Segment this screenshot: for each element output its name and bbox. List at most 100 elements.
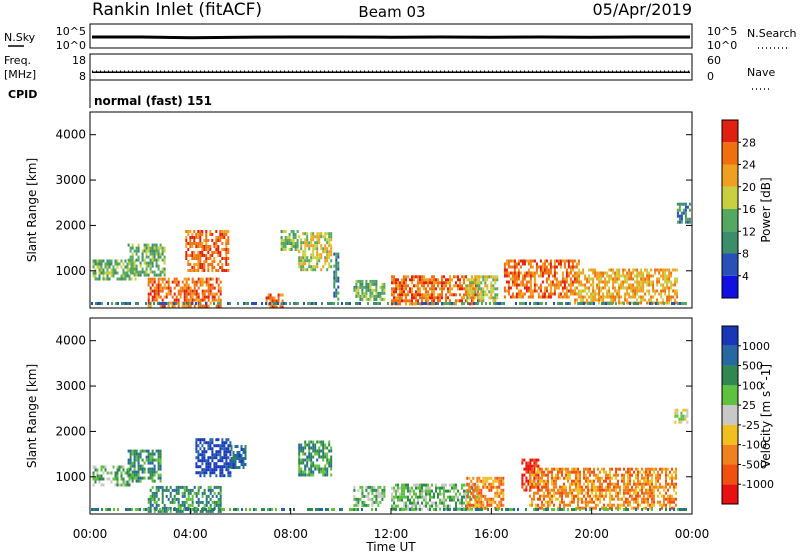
- echo-cell: [415, 495, 417, 499]
- echo-cell: [110, 268, 113, 272]
- echo-cell: [447, 281, 449, 285]
- echo-cell: [302, 452, 305, 456]
- echo-cell: [525, 280, 528, 284]
- echo-cell: [205, 450, 208, 454]
- echo-cell: [601, 302, 603, 305]
- echo-cell: [183, 485, 186, 489]
- echo-cell: [215, 444, 218, 448]
- echo-cell: [616, 280, 619, 284]
- echo-cell: [447, 508, 449, 511]
- echo-cell: [284, 236, 287, 239]
- echo-cell: [215, 304, 218, 308]
- echo-cell: [361, 494, 364, 498]
- echo-cell: [397, 302, 399, 306]
- echo-cell: [314, 443, 317, 447]
- echo-cell: [543, 491, 545, 495]
- echo-cell: [443, 284, 445, 288]
- echo-cell: [159, 255, 162, 259]
- echo-cell: [655, 482, 657, 486]
- echo-cell: [539, 470, 541, 474]
- echo-cell: [431, 495, 433, 499]
- echo-cell: [147, 273, 150, 277]
- echo-cell: [130, 262, 133, 266]
- colorbar-tick-label: 28: [742, 136, 756, 149]
- echo-cell: [578, 268, 581, 272]
- echo-cell: [492, 482, 495, 486]
- echo-cell: [638, 274, 641, 278]
- echo-cell: [197, 465, 200, 469]
- echo-cell: [221, 474, 224, 478]
- echo-cell: [569, 485, 571, 489]
- echo-cell: [627, 500, 629, 504]
- echo-cell: [667, 473, 669, 477]
- echo-cell: [484, 506, 487, 510]
- echo-cell: [541, 479, 543, 483]
- echo-cell: [209, 263, 212, 266]
- echo-cell: [207, 488, 210, 492]
- echo-cell: [574, 280, 577, 284]
- echo-cell: [606, 283, 609, 287]
- echo-cell: [660, 301, 663, 305]
- echo-cell: [225, 254, 228, 257]
- echo-cell: [427, 299, 429, 303]
- echo-cell: [551, 497, 553, 501]
- echo-cell: [265, 296, 268, 300]
- noise-right-tick-top: 10^5: [707, 25, 737, 38]
- echo-cell: [463, 501, 465, 505]
- echo-cell: [630, 301, 633, 305]
- echo-cell: [652, 286, 655, 290]
- echo-cell: [629, 491, 631, 495]
- echo-cell: [571, 497, 573, 501]
- echo-cell: [405, 495, 407, 499]
- echo-cell: [157, 246, 160, 250]
- echo-cell: [201, 251, 204, 254]
- echo-cell: [651, 497, 653, 501]
- echo-cell: [521, 461, 524, 465]
- colorbar-tick-label: 25: [742, 399, 756, 412]
- echo-cell: [640, 298, 643, 302]
- echo-cell: [427, 483, 429, 487]
- echo-cell: [593, 302, 595, 305]
- echo-cell: [403, 284, 405, 288]
- echo-cell: [211, 456, 214, 460]
- echo-cell: [314, 464, 317, 468]
- echo-cell: [533, 280, 536, 284]
- echo-cell: [620, 280, 623, 284]
- echo-cell: [647, 488, 649, 492]
- echo-cell: [533, 277, 536, 281]
- echo-cell: [494, 278, 497, 282]
- echo-cell: [215, 239, 218, 242]
- echo-cell: [551, 283, 554, 287]
- echo-cell: [219, 302, 221, 305]
- echo-cell: [320, 232, 323, 236]
- echo-cell: [401, 498, 403, 502]
- echo-cell: [213, 485, 216, 489]
- echo-cell: [675, 467, 677, 471]
- echo-cell: [427, 284, 429, 288]
- echo-cell: [203, 468, 206, 472]
- echo-cell: [187, 248, 190, 251]
- echo-cell: [411, 486, 413, 490]
- echo-cell: [647, 508, 649, 511]
- echo-cell: [373, 297, 376, 301]
- echo-cell: [533, 470, 536, 474]
- echo-cell: [131, 252, 134, 256]
- echo-cell: [373, 279, 376, 283]
- echo-cell: [161, 252, 164, 256]
- echo-cell: [312, 449, 315, 453]
- echo-cell: [587, 302, 589, 305]
- echo-cell: [632, 283, 635, 287]
- echo-cell: [465, 290, 467, 294]
- echo-cell: [439, 293, 441, 297]
- echo-cell: [553, 292, 556, 296]
- echo-cell: [609, 494, 611, 498]
- echo-cell: [638, 301, 641, 305]
- echo-cell: [135, 264, 138, 268]
- echo-cell: [541, 494, 543, 498]
- echo-cell: [494, 299, 497, 303]
- echo-cell: [486, 500, 489, 504]
- echo-cell: [633, 470, 635, 474]
- echo-cell: [645, 476, 647, 480]
- echo-cell: [676, 214, 679, 218]
- echo-cell: [229, 453, 232, 457]
